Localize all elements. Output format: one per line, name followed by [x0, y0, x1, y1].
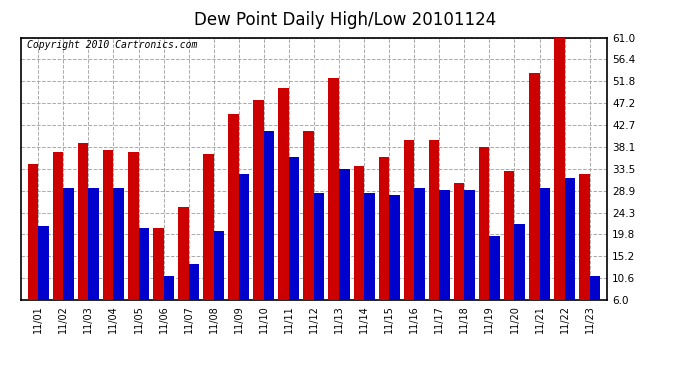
- Bar: [328, 78, 339, 300]
- Bar: [78, 142, 88, 300]
- Bar: [314, 193, 324, 300]
- Bar: [28, 164, 38, 300]
- Bar: [178, 207, 188, 300]
- Bar: [590, 276, 600, 300]
- Bar: [289, 157, 299, 300]
- Bar: [339, 169, 350, 300]
- Bar: [139, 228, 149, 300]
- Bar: [540, 188, 550, 300]
- Bar: [253, 99, 264, 300]
- Bar: [504, 171, 515, 300]
- Bar: [479, 147, 489, 300]
- Bar: [440, 190, 450, 300]
- Bar: [564, 178, 575, 300]
- Bar: [52, 152, 63, 300]
- Bar: [103, 150, 113, 300]
- Bar: [164, 276, 174, 300]
- Bar: [364, 193, 375, 300]
- Bar: [304, 130, 314, 300]
- Bar: [188, 264, 199, 300]
- Bar: [228, 114, 239, 300]
- Bar: [239, 174, 249, 300]
- Bar: [529, 73, 540, 300]
- Bar: [554, 35, 564, 300]
- Bar: [404, 140, 414, 300]
- Text: Dew Point Daily High/Low 20101124: Dew Point Daily High/Low 20101124: [194, 11, 496, 29]
- Bar: [414, 188, 425, 300]
- Bar: [389, 195, 400, 300]
- Bar: [428, 140, 440, 300]
- Bar: [264, 130, 275, 300]
- Bar: [353, 166, 364, 300]
- Bar: [278, 88, 289, 300]
- Bar: [515, 224, 525, 300]
- Bar: [489, 236, 500, 300]
- Text: Copyright 2010 Cartronics.com: Copyright 2010 Cartronics.com: [26, 40, 197, 50]
- Bar: [128, 152, 139, 300]
- Bar: [63, 188, 74, 300]
- Bar: [38, 226, 49, 300]
- Bar: [203, 154, 214, 300]
- Bar: [153, 228, 164, 300]
- Bar: [579, 174, 590, 300]
- Bar: [88, 188, 99, 300]
- Bar: [379, 157, 389, 300]
- Bar: [214, 231, 224, 300]
- Bar: [454, 183, 464, 300]
- Bar: [464, 190, 475, 300]
- Bar: [113, 188, 124, 300]
